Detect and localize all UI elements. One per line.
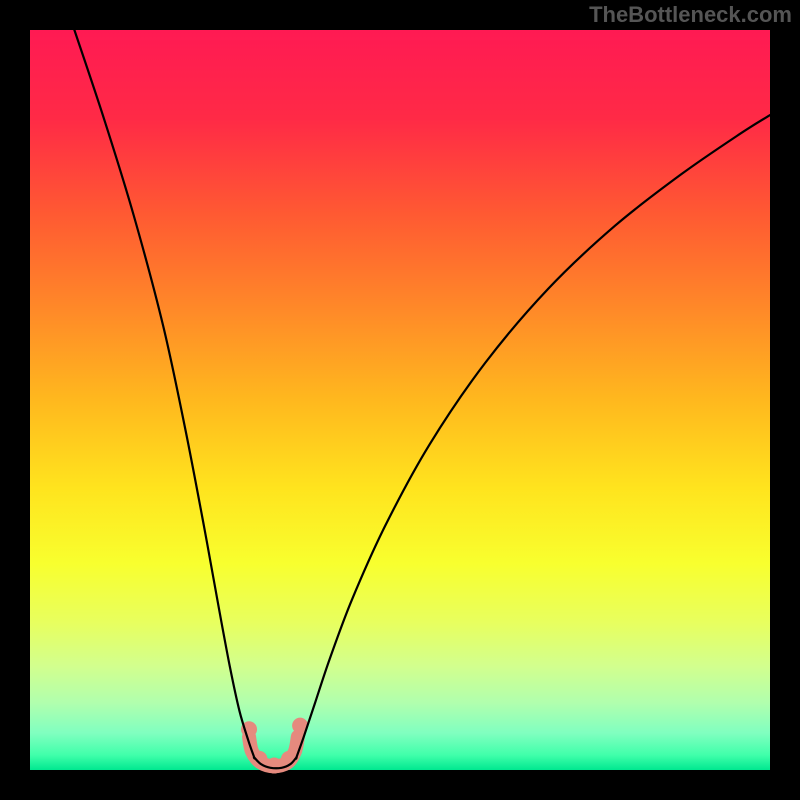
plot-gradient-background bbox=[30, 30, 770, 770]
watermark-text: TheBottleneck.com bbox=[589, 2, 792, 28]
trough-dot-4 bbox=[266, 758, 282, 774]
bottleneck-chart: TheBottleneck.com bbox=[0, 0, 800, 800]
chart-svg bbox=[0, 0, 800, 800]
